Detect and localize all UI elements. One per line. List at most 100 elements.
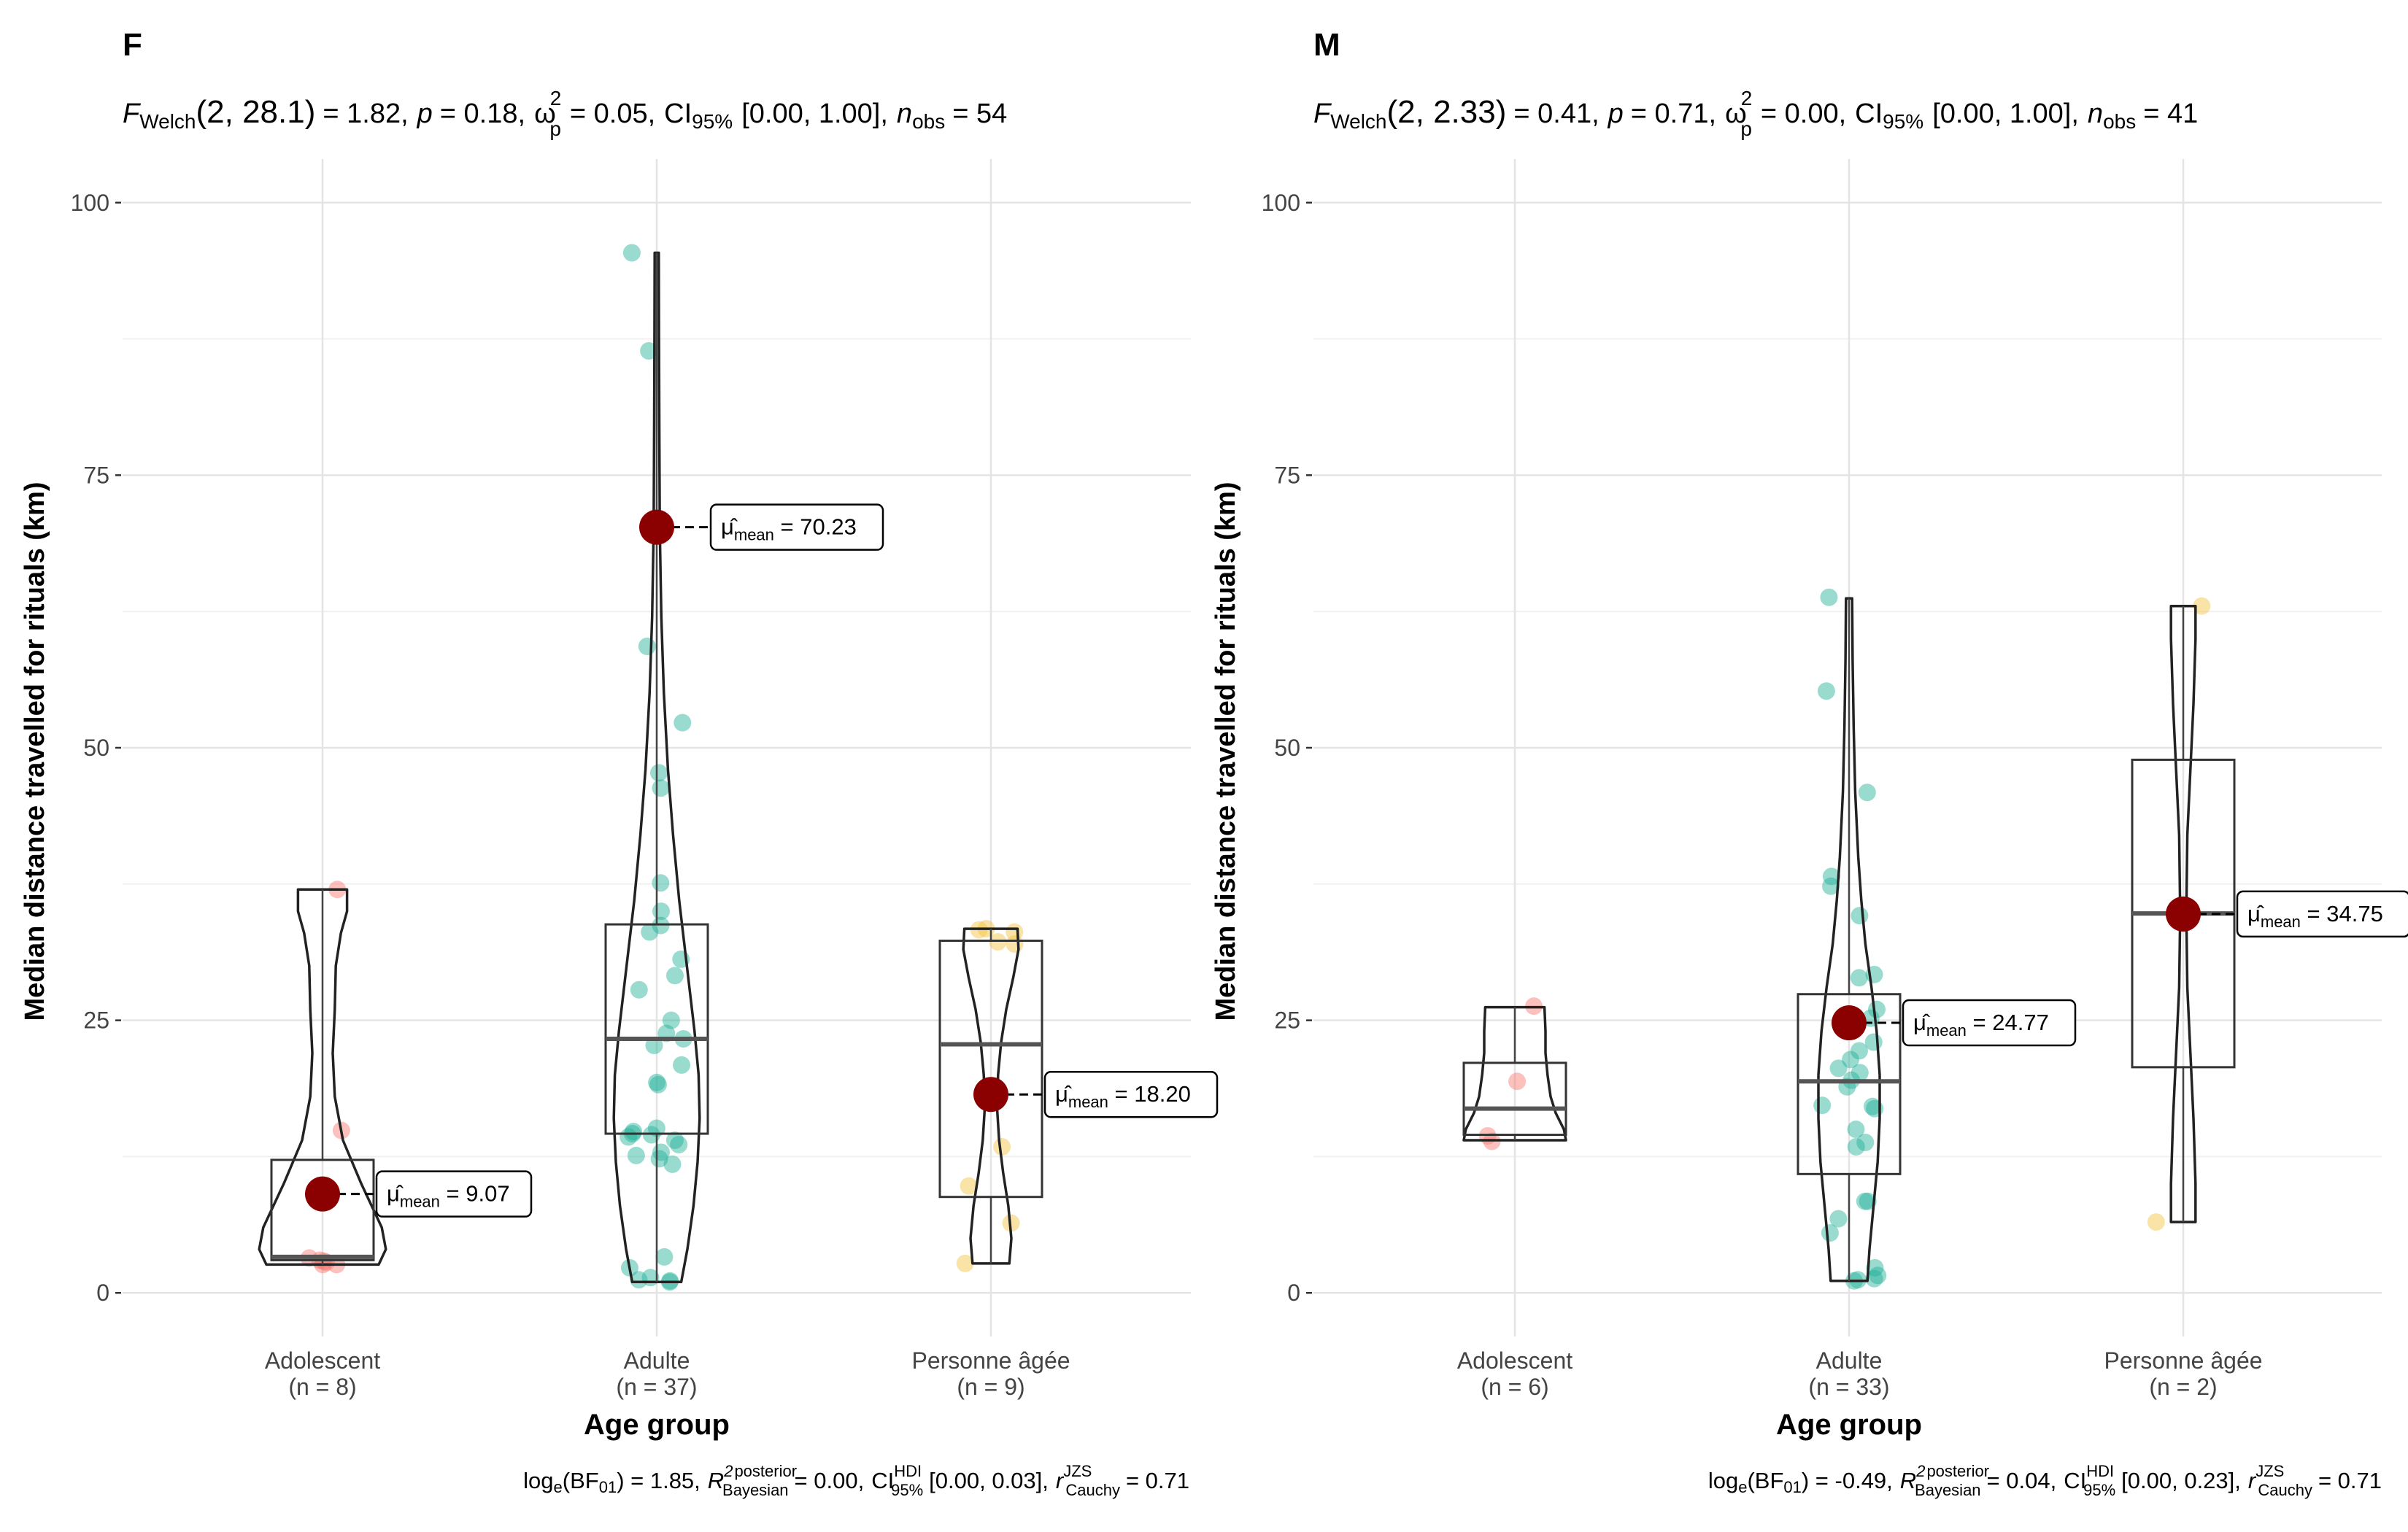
data-point bbox=[650, 764, 668, 782]
violin-outline bbox=[612, 251, 701, 1284]
caption-ci-label: CI bbox=[871, 1468, 894, 1493]
subtitle-effect-symbol: ω bbox=[534, 98, 556, 129]
subtitle-n-value: = 41 bbox=[2143, 98, 2198, 129]
x-tick-label: Adulte bbox=[624, 1347, 690, 1374]
data-point bbox=[1856, 1133, 1875, 1151]
mean-subscript: mean bbox=[2261, 913, 2301, 931]
y-axis: 0 25 50 75 100 bbox=[1262, 190, 1312, 1306]
group-2: μ̂mean = 70.23 bbox=[604, 244, 884, 1291]
data-point bbox=[2147, 1213, 2165, 1231]
data-point bbox=[1859, 1192, 1877, 1210]
data-point bbox=[960, 1177, 978, 1195]
y-tick-label: 50 bbox=[1274, 735, 1300, 761]
data-point bbox=[662, 1011, 680, 1029]
subtitle-effect-symbol: ω bbox=[1725, 98, 1747, 129]
caption-r2-label: R bbox=[708, 1468, 724, 1493]
x-tick-label: Personne âgée bbox=[2104, 1347, 2262, 1374]
data-point bbox=[1821, 1224, 1839, 1242]
y-tick-label: 100 bbox=[71, 190, 109, 216]
group-1: μ̂mean = 9.07 bbox=[258, 881, 533, 1274]
data-point bbox=[630, 1271, 648, 1289]
y-axis-title: Median distance travelled for rituals (k… bbox=[20, 481, 50, 1021]
caption-bf-result: ) = -0.49, bbox=[1802, 1468, 1893, 1493]
subtitle-ci-sub: 95% bbox=[1883, 110, 1923, 133]
mean-label: μ̂mean = 24.77 bbox=[1913, 1010, 2049, 1040]
caption-ci-sub: 95% bbox=[891, 1481, 923, 1499]
x-axis: Adolescent(n = 8) Adulte(n = 37) Personne … bbox=[265, 1347, 1070, 1400]
group-3: μ̂mean = 18.20 bbox=[938, 920, 1219, 1272]
data-point bbox=[1847, 1137, 1865, 1156]
subtitle-df: (2, 28.1) bbox=[196, 94, 316, 130]
x-axis-title: Age group bbox=[1776, 1409, 1922, 1441]
violin-outline bbox=[1462, 1005, 1567, 1142]
subtitle-stat-sub: Welch bbox=[1330, 110, 1386, 133]
data-point bbox=[630, 980, 648, 999]
mean-subscript: mean bbox=[1926, 1021, 1967, 1040]
data-point bbox=[638, 638, 656, 656]
y-axis: 0 25 50 75 100 bbox=[71, 190, 121, 1306]
x-tick-count: (n = 37) bbox=[616, 1374, 697, 1400]
mean-subscript: mean bbox=[1068, 1093, 1108, 1111]
x-axis-title: Age group bbox=[584, 1409, 730, 1441]
subtitle-ci-sub: 95% bbox=[692, 110, 733, 133]
mean-label: μ̂mean = 9.07 bbox=[387, 1181, 510, 1211]
caption-bf-text: log bbox=[523, 1468, 553, 1493]
violin-outline bbox=[1817, 597, 1881, 1283]
subtitle-n-label: n bbox=[897, 98, 912, 129]
x-tick-label: Adulte bbox=[1816, 1347, 1883, 1374]
data-point bbox=[1842, 1051, 1860, 1069]
caption-ci-sup: HDI bbox=[2086, 1462, 2114, 1480]
panel-subtitle: FWelch(2, 2.33) = 0.41, p = 0.71, ω2 p = 0.00,… bbox=[1313, 87, 2198, 140]
caption-bf-value-sub: 01 bbox=[599, 1478, 617, 1496]
panel-title: M bbox=[1313, 27, 1340, 63]
data-point bbox=[1822, 867, 1840, 886]
mean-point bbox=[973, 1077, 1008, 1113]
panel-caption: loge(BF01) = 1.85, R2posterior Bayesian = 0… bbox=[523, 1462, 1189, 1499]
y-tick-label: 50 bbox=[83, 735, 109, 761]
caption-r-value: = 0.71 bbox=[2318, 1468, 2382, 1493]
subtitle-df: (2, 2.33) bbox=[1387, 94, 1507, 130]
data-point bbox=[1850, 1042, 1868, 1060]
group-3: μ̂mean = 34.75 bbox=[2131, 597, 2408, 1231]
data-point bbox=[1822, 877, 1840, 895]
caption-r2-sup: 2 bbox=[1915, 1462, 1925, 1480]
data-point bbox=[622, 244, 641, 262]
caption-r2-sup-label: posterior bbox=[734, 1462, 797, 1480]
x-tick-count: (n = 9) bbox=[957, 1374, 1024, 1400]
data-point bbox=[1865, 1269, 1883, 1288]
data-point bbox=[2193, 597, 2211, 615]
mean-value: = 24.77 bbox=[1967, 1010, 2049, 1035]
mean-value: = 34.75 bbox=[2301, 901, 2383, 926]
caption-r2-sub: Bayesian bbox=[1915, 1481, 1981, 1499]
subtitle-n-sub: obs bbox=[912, 110, 945, 133]
box bbox=[270, 1158, 375, 1261]
subtitle-stat-value: = 1.82, bbox=[323, 98, 408, 129]
caption-ci-value: [0.00, 0.03], bbox=[929, 1468, 1049, 1493]
mean-label-box bbox=[709, 503, 884, 551]
panel-m: M FWelch(2, 2.33) = 0.41, p = 0.71, ω2 p = 0.0… bbox=[1211, 27, 2408, 1499]
data-point bbox=[1851, 907, 1869, 925]
caption-r-sub: Cauchy bbox=[2258, 1481, 2312, 1499]
mean-subscript: mean bbox=[734, 526, 774, 544]
x-tick-count: (n = 8) bbox=[288, 1374, 356, 1400]
caption-r2-sub: Bayesian bbox=[722, 1481, 789, 1499]
group-1 bbox=[1462, 997, 1567, 1150]
data-point bbox=[648, 1073, 666, 1091]
x-tick-count: (n = 6) bbox=[1481, 1374, 1548, 1400]
subtitle-stat-name: F bbox=[1313, 98, 1332, 129]
panel-title: F bbox=[123, 27, 142, 63]
caption-bf-value-sub: 01 bbox=[1783, 1478, 1801, 1496]
y-tick-label: 100 bbox=[1262, 190, 1300, 216]
data-point bbox=[625, 1123, 643, 1141]
y-tick-label: 0 bbox=[96, 1280, 109, 1306]
caption-ci-label: CI bbox=[2064, 1468, 2086, 1493]
data-point bbox=[1817, 682, 1835, 700]
mean-point bbox=[1832, 1005, 1867, 1041]
mean-value: = 18.20 bbox=[1108, 1081, 1191, 1107]
subtitle-ci-label: CI bbox=[1855, 98, 1883, 129]
x-tick-label: Personne âgée bbox=[911, 1347, 1070, 1374]
data-point bbox=[665, 967, 684, 985]
data-point bbox=[673, 1056, 691, 1074]
